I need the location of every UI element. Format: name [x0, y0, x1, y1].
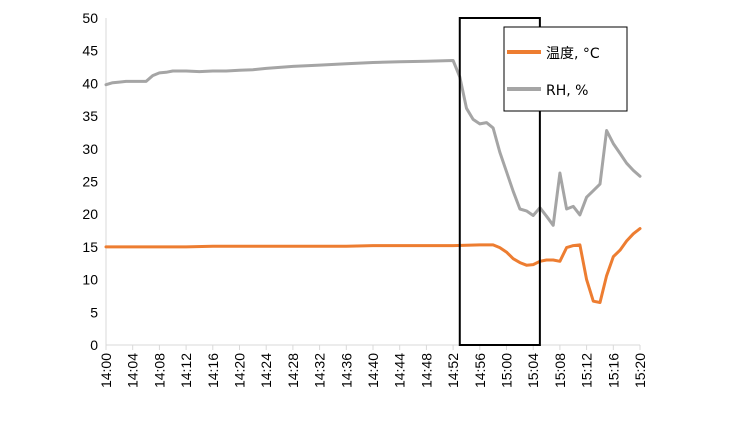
x-tick-label: 15:16: [605, 353, 621, 388]
legend-label-rh: RH, %: [546, 83, 588, 99]
y-axis-tick-labels: 0 5 10 15 20 25 30 35 40 45 50: [82, 10, 98, 353]
x-tick-label: 15:12: [579, 353, 595, 388]
x-tick-label: 14:48: [418, 353, 434, 388]
y-tick-label: 20: [82, 206, 98, 222]
y-tick-label: 5: [90, 304, 98, 320]
x-tick-label: 14:08: [151, 353, 167, 388]
x-tick-label: 14:56: [472, 353, 488, 388]
y-tick-label: 40: [82, 75, 98, 91]
y-tick-label: 0: [90, 337, 98, 353]
x-tick-label: 14:44: [392, 353, 408, 388]
y-tick-label: 50: [82, 10, 98, 26]
x-tick-label: 14:16: [205, 353, 221, 388]
x-tick-label: 14:04: [125, 353, 141, 388]
y-tick-label: 35: [82, 108, 98, 124]
x-tick-label: 14:36: [338, 353, 354, 388]
y-tick-label: 45: [82, 43, 98, 59]
x-axis-tick-labels: 14:00 14:04 14:08 14:12 14:16 14:20 14:24 14:28…: [98, 353, 648, 388]
x-tick-label: 15:08: [552, 353, 568, 388]
highlight-box: [458, 17, 541, 346]
x-tick-label: 14:40: [365, 353, 381, 388]
x-tick-label: 14:12: [178, 353, 194, 388]
series-line-temperature: [104, 227, 642, 304]
x-tick-label: 14:00: [98, 353, 114, 388]
y-tick-label: 25: [82, 174, 98, 190]
x-tick-label: 15:04: [525, 353, 541, 388]
series-line-rh: [104, 59, 642, 227]
legend-frame: [503, 26, 628, 112]
x-tick-label: 14:52: [445, 353, 461, 388]
x-tick-label: 14:24: [258, 353, 274, 388]
y-tick-label: 15: [82, 239, 98, 255]
x-axis-ticks: [105, 345, 641, 350]
series-layer: [104, 59, 642, 304]
legend-label-temperature: 温度, °C: [546, 46, 600, 62]
y-tick-label: 30: [82, 141, 98, 157]
x-tick-label: 15:00: [499, 353, 515, 388]
x-tick-label: 15:20: [632, 353, 648, 388]
x-tick-label: 14:32: [312, 353, 328, 388]
legend: 温度, °C RH, %: [503, 26, 628, 112]
x-tick-label: 14:20: [232, 353, 248, 388]
x-tick-label: 14:28: [285, 353, 301, 388]
y-tick-label: 10: [82, 272, 98, 288]
